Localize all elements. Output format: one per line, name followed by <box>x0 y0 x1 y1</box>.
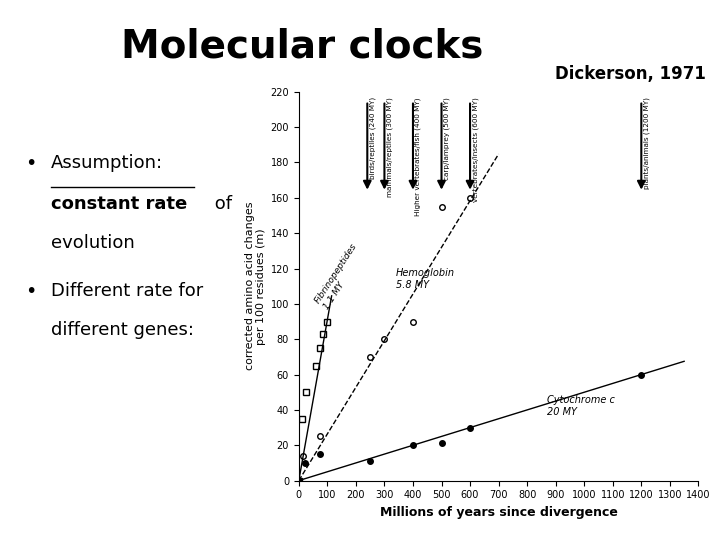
Text: Hemoglobin
5.8 MY: Hemoglobin 5.8 MY <box>396 268 455 290</box>
Text: •: • <box>25 154 37 173</box>
Text: birds/reptiles (240 MY): birds/reptiles (240 MY) <box>369 97 376 179</box>
Text: evolution: evolution <box>51 234 135 252</box>
Text: Dickerson, 1971: Dickerson, 1971 <box>554 65 706 83</box>
Text: carp/lamprey (500 MY): carp/lamprey (500 MY) <box>444 97 450 180</box>
Text: plants/animals (1200 MY): plants/animals (1200 MY) <box>643 97 650 189</box>
Text: Fibrinopeptides
1.1 MY: Fibrinopeptides 1.1 MY <box>314 242 368 311</box>
Text: Cytochrome c
20 MY: Cytochrome c 20 MY <box>547 395 615 417</box>
Text: Molecular clocks: Molecular clocks <box>121 27 484 65</box>
Text: Higher vertebrates/fish (400 MY): Higher vertebrates/fish (400 MY) <box>415 97 421 215</box>
Text: mammals/reptiles (300 MY): mammals/reptiles (300 MY) <box>387 97 393 197</box>
Text: of: of <box>210 195 233 213</box>
Text: Assumption:: Assumption: <box>51 154 163 172</box>
Text: •: • <box>25 282 37 301</box>
Text: vertebrates/insects (600 MY): vertebrates/insects (600 MY) <box>472 97 479 202</box>
Text: different genes:: different genes: <box>51 321 194 339</box>
Text: constant rate: constant rate <box>51 195 187 213</box>
X-axis label: Millions of years since divergence: Millions of years since divergence <box>379 506 618 519</box>
Text: Different rate for: Different rate for <box>51 282 204 300</box>
Y-axis label: corrected amino acid changes
per 100 residues (m): corrected amino acid changes per 100 res… <box>245 202 266 370</box>
